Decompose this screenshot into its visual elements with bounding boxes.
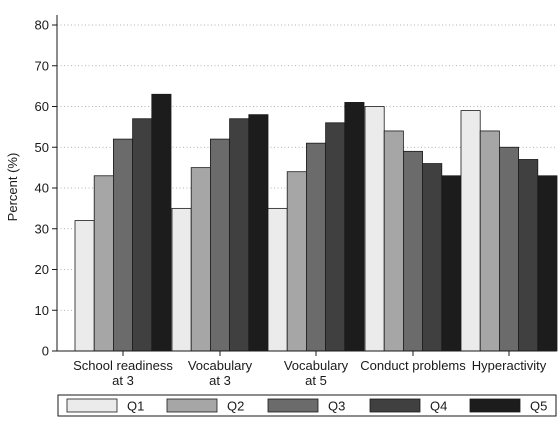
y-tick-label: 60 bbox=[35, 99, 49, 114]
legend-swatch-q4 bbox=[369, 398, 421, 413]
y-tick-label: 70 bbox=[35, 58, 49, 73]
y-tick-label: 50 bbox=[35, 140, 49, 155]
bar-q3-4 bbox=[498, 146, 519, 352]
bar-q1-0 bbox=[74, 220, 95, 352]
legend-label-q3: Q3 bbox=[328, 399, 345, 414]
x-category-label: at 3 bbox=[112, 373, 134, 388]
y-tick-label: 10 bbox=[35, 303, 49, 318]
bar-q2-1 bbox=[190, 167, 211, 352]
bar-q2-0 bbox=[93, 175, 114, 352]
legend-label-q4: Q4 bbox=[430, 399, 447, 414]
y-tick-label: 0 bbox=[42, 344, 49, 359]
bar-q1-1 bbox=[171, 207, 192, 352]
legend-label-q1: Q1 bbox=[127, 399, 144, 414]
bar-q5-1 bbox=[248, 114, 269, 352]
bar-q3-1 bbox=[209, 138, 230, 352]
bar-q1-4 bbox=[460, 110, 481, 352]
bar-q1-3 bbox=[364, 106, 385, 352]
bar-q2-3 bbox=[383, 130, 404, 352]
legend-swatch-q5 bbox=[469, 398, 521, 413]
bar-q5-0 bbox=[151, 93, 172, 352]
bar-q3-2 bbox=[305, 142, 326, 352]
bar-q2-2 bbox=[286, 171, 307, 352]
y-tick-label: 30 bbox=[35, 221, 49, 236]
bar-q5-2 bbox=[344, 102, 365, 352]
y-axis-title: Percent (%) bbox=[5, 153, 20, 222]
bar-q3-0 bbox=[113, 138, 134, 352]
bar-q4-4 bbox=[518, 159, 539, 352]
legend-swatch-q2 bbox=[166, 398, 218, 413]
y-tick-label: 20 bbox=[35, 262, 49, 277]
legend-swatch-q3 bbox=[267, 398, 319, 413]
bar-q2-4 bbox=[479, 130, 500, 352]
x-category-label: Vocabulary bbox=[188, 358, 253, 373]
x-category-label: Vocabulary bbox=[284, 358, 349, 373]
legend-label-q5: Q5 bbox=[530, 399, 547, 414]
legend-label-q2: Q2 bbox=[227, 399, 244, 414]
bar-q5-4 bbox=[537, 175, 558, 352]
bar-q4-0 bbox=[132, 118, 153, 352]
x-category-label: at 5 bbox=[305, 373, 327, 388]
x-category-label: Conduct problems bbox=[360, 358, 466, 373]
legend: Q1 Q2 Q3 Q4 Q5 bbox=[57, 394, 557, 417]
bars bbox=[74, 93, 558, 352]
legend-swatch-q1 bbox=[66, 398, 118, 413]
bar-q1-2 bbox=[267, 207, 288, 352]
y-tick-label: 80 bbox=[35, 18, 49, 33]
x-category-label: School readiness bbox=[73, 358, 173, 373]
y-tick-label: 40 bbox=[35, 181, 49, 196]
bar-q4-2 bbox=[325, 122, 346, 352]
bar-q3-3 bbox=[402, 150, 423, 352]
bar-q4-1 bbox=[229, 118, 250, 352]
x-category-label: Hyperactivity bbox=[472, 358, 547, 373]
x-category-label: at 3 bbox=[209, 373, 231, 388]
bar-q5-3 bbox=[441, 175, 462, 352]
bar-q4-3 bbox=[422, 163, 443, 352]
